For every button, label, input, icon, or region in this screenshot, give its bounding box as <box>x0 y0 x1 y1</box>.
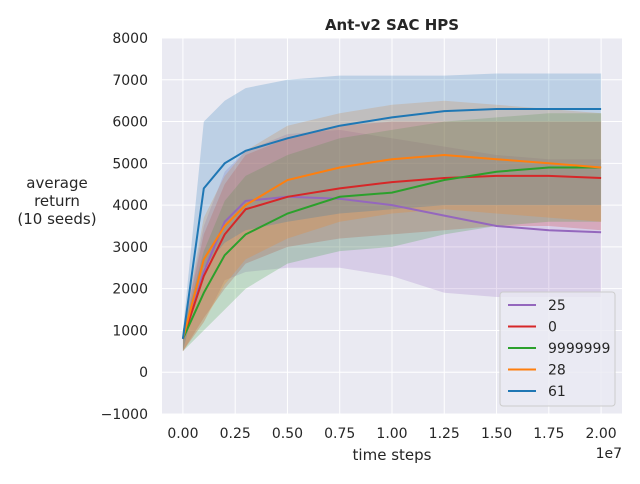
y-axis-label-line: return <box>34 192 80 210</box>
line-28 <box>181 153 602 340</box>
y-axis-label-line: (10 seeds) <box>17 210 96 228</box>
y-tick-label: 0 <box>139 365 148 381</box>
line-9999999 <box>181 166 602 340</box>
y-tick-labels: −1000 0 1000 2000 3000 4000 5000 6000 7000 8000 <box>101 31 148 423</box>
legend-box <box>499 291 616 407</box>
x-tick-label: 0.25 <box>220 426 251 442</box>
x-axis-label: time steps <box>353 446 432 464</box>
legend-label-9999999: 9999999 <box>548 341 610 357</box>
y-tick-label: 2000 <box>112 282 148 298</box>
y-tick-label: −1000 <box>101 407 148 423</box>
x-tick-label: 1.00 <box>376 426 407 442</box>
x-tick-label: 1.75 <box>533 426 564 442</box>
x-tick-label: 0.75 <box>324 426 355 442</box>
chart-title: Ant-v2 SAC HPS <box>325 16 459 34</box>
y-axis-label: average return (10 seeds) <box>17 174 96 228</box>
x-tick-label: 1.25 <box>429 426 460 442</box>
legend-label-61: 61 <box>548 384 566 400</box>
y-tick-label: 1000 <box>112 323 148 339</box>
line-61 <box>181 108 602 339</box>
y-tick-label: 8000 <box>112 31 148 47</box>
x-tick-label: 0.50 <box>272 426 303 442</box>
legend-label-28: 28 <box>548 363 566 379</box>
band-9999999 <box>182 113 602 352</box>
y-tick-label: 3000 <box>112 240 148 256</box>
band-25 <box>182 129 602 352</box>
band-61 <box>182 73 602 352</box>
y-tick-label: 4000 <box>112 198 148 214</box>
x-tick-label: 1.50 <box>481 426 512 442</box>
series-lines <box>181 108 602 340</box>
legend: 25 0 9999999 28 61 <box>499 291 616 407</box>
x-offset-label: 1e7 <box>596 446 622 462</box>
x-tick-label: 0.00 <box>167 426 198 442</box>
y-tick-label: 7000 <box>112 73 148 89</box>
x-tick-label: 2.00 <box>586 426 617 442</box>
band-28 <box>182 100 602 352</box>
y-tick-label: 6000 <box>112 115 148 131</box>
y-tick-label: 5000 <box>112 156 148 172</box>
x-tick-labels: 0.00 0.25 0.50 0.75 1.00 1.25 1.50 1.75 2.00 <box>167 426 616 442</box>
y-axis-label-line: average <box>26 174 87 192</box>
legend-label-0: 0 <box>548 320 557 336</box>
legend-label-25: 25 <box>548 298 566 314</box>
line-0 <box>181 174 602 340</box>
